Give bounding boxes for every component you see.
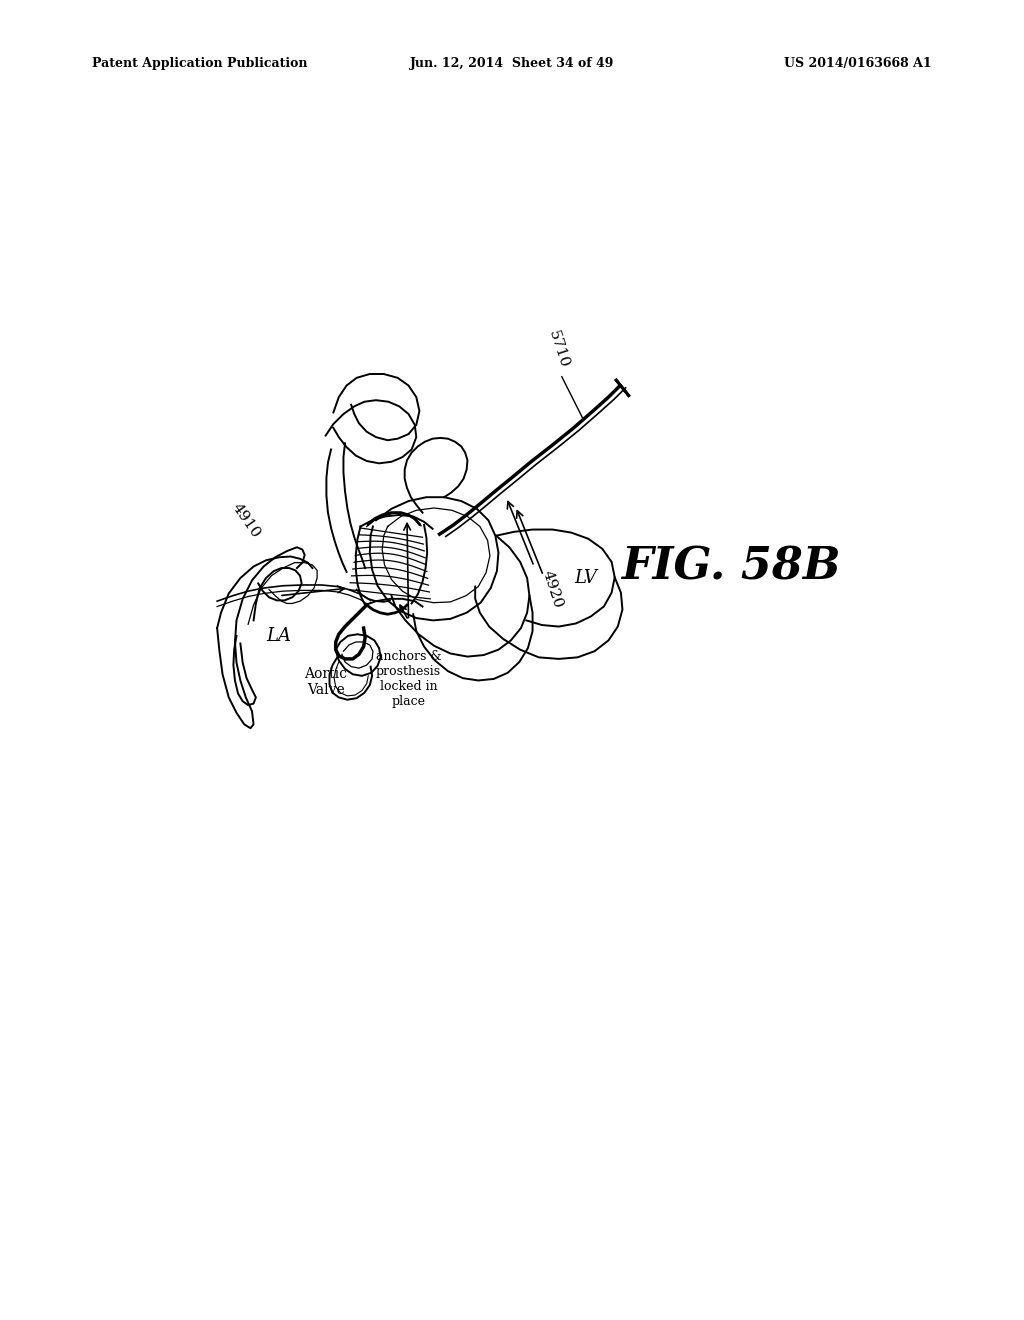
Text: LV: LV bbox=[573, 569, 597, 587]
Text: 5710: 5710 bbox=[546, 329, 570, 370]
Text: anchors &
prosthesis
locked in
place: anchors & prosthesis locked in place bbox=[376, 649, 441, 708]
Text: LA: LA bbox=[266, 627, 292, 644]
Text: Jun. 12, 2014  Sheet 34 of 49: Jun. 12, 2014 Sheet 34 of 49 bbox=[410, 57, 614, 70]
Text: FIG. 58B: FIG. 58B bbox=[622, 545, 841, 587]
Text: 4920: 4920 bbox=[540, 569, 565, 610]
Text: Patent Application Publication: Patent Application Publication bbox=[92, 57, 307, 70]
Text: US 2014/0163668 A1: US 2014/0163668 A1 bbox=[784, 57, 932, 70]
Text: Aortic
Valve: Aortic Valve bbox=[304, 667, 347, 697]
Text: 4910: 4910 bbox=[229, 500, 263, 540]
